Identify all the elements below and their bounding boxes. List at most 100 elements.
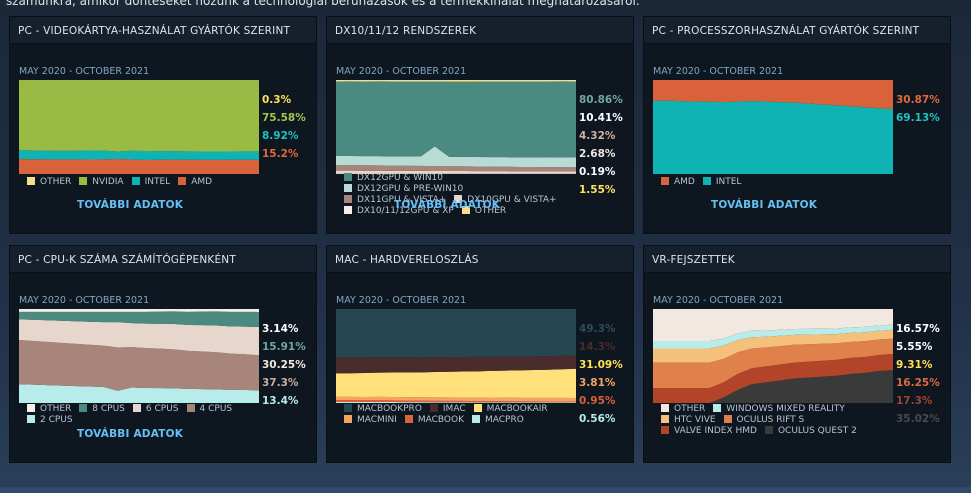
value-amd: 30.87% — [896, 94, 940, 106]
value-list: 3.14% 15.91% 30.25% 37.3% 13.4% — [262, 320, 316, 410]
area-series-macpro — [336, 402, 576, 403]
more-data-link[interactable]: TOVÁBBI ADATOK — [76, 428, 184, 440]
legend-item: DX11GPU & VISTA+ — [344, 195, 446, 206]
value-intel: 69.13% — [896, 112, 940, 124]
legend-label: AMD — [674, 177, 695, 187]
value-other: 0.3% — [262, 94, 292, 106]
legend-label: OTHER — [40, 177, 72, 187]
legend-item: VALVE INDEX HMD — [661, 426, 757, 437]
date-range: MAY 2020 - OCTOBER 2021 — [653, 295, 784, 306]
area-series-intel — [19, 150, 259, 160]
legend-item: OTHER — [27, 177, 71, 188]
panel-title: DX10/11/12 RENDSZEREK — [327, 17, 633, 44]
value-8-cpus: 15.91% — [262, 341, 306, 353]
legend-item: MACPRO — [472, 415, 524, 426]
legend-swatch — [344, 404, 352, 412]
date-range: MAY 2020 - OCTOBER 2021 — [336, 295, 467, 306]
legend-item: WINDOWS MIXED REALITY — [713, 404, 845, 415]
legend-swatch — [661, 415, 669, 423]
legend-label: INTEL — [144, 177, 171, 187]
more-data-link[interactable]: TOVÁBBI ADATOK — [393, 199, 501, 211]
legend-swatch — [661, 426, 669, 434]
legend-item: OTHER — [461, 206, 507, 217]
legend-item: 6 CPUS — [132, 404, 179, 415]
legend-swatch — [723, 415, 732, 423]
value-other: 3.14% — [262, 323, 299, 335]
legend-label: OTHER — [474, 206, 507, 216]
legend-item: DX12GPU & WIN10 — [344, 173, 443, 184]
panel-cpu-vendor: PC - PROCESSZORHASZNÁLAT GYÁRTÓK SZERINT… — [643, 16, 951, 234]
legend: AMD INTEL — [661, 177, 891, 188]
legend-item: DX10GPU & VISTA+ — [454, 195, 557, 206]
value-macbook: 0.95% — [579, 395, 616, 407]
value-macbookair: 31.09% — [579, 359, 623, 371]
area-series-amd — [19, 158, 259, 174]
value-list: 0.3% 75.58% 8.92% 15.2% — [262, 91, 316, 163]
legend-item: INTEL — [131, 177, 171, 188]
legend-label: MACPRO — [485, 415, 524, 425]
area-series-htc-vive — [653, 329, 893, 363]
panel-cpu-count: PC - CPU-K SZÁMA SZÁMÍTÓGÉPENKÉNT MAY 20… — [9, 245, 317, 463]
value-list: 30.87% 69.13% — [896, 91, 950, 127]
legend: MACBOOKPRO IMAC MACBOOKAIR MACMINI MACBOOK MA… — [344, 404, 574, 426]
legend-label: INTEL — [715, 177, 742, 187]
more-data-link[interactable]: TOVÁBBI ADATOK — [76, 199, 184, 211]
chart-svg — [336, 309, 576, 403]
area-chart-mac — [336, 309, 576, 403]
value-dx11-vista: 4.32% — [579, 130, 616, 142]
legend-label: AMD — [191, 177, 213, 187]
legend-swatch — [79, 404, 88, 412]
value-amd: 15.2% — [262, 148, 299, 160]
legend-item: OTHER — [27, 404, 71, 415]
legend-swatch — [472, 415, 480, 423]
legend-label: 4 CPUS — [199, 404, 233, 414]
area-series-2-cpus — [19, 384, 259, 403]
legend-swatch — [27, 177, 35, 185]
legend-item: DX10/11/12GPU & XP — [344, 206, 454, 217]
legend-label: IMAC — [442, 404, 466, 414]
legend-label: OTHER — [674, 404, 706, 414]
area-series-macmini — [336, 396, 576, 402]
value-oculus-rift-s: 16.25% — [896, 377, 940, 389]
panel-dx-systems: DX10/11/12 RENDSZEREK MAY 2020 - OCTOBER… — [326, 16, 634, 234]
legend-swatch — [344, 195, 352, 203]
legend-swatch — [27, 404, 35, 412]
area-series-dx11gpu-vista- — [336, 164, 576, 172]
legend-item: OCULUS QUEST 2 — [764, 426, 857, 437]
panel-vr-headsets: VR-FEJSZETTEK MAY 2020 - OCTOBER 2021 16… — [643, 245, 951, 463]
chart-svg — [653, 80, 893, 174]
value-dx10-vista: 2.68% — [579, 148, 616, 160]
area-series-oculus-rift-s — [653, 338, 893, 388]
more-data-link[interactable]: TOVÁBBI ADATOK — [710, 199, 818, 211]
area-series-8-cpus — [19, 311, 259, 327]
legend-swatch — [473, 404, 482, 412]
legend-item: MACMINI — [344, 415, 397, 426]
legend-item: 4 CPUS — [186, 404, 233, 415]
value-list: 16.57% 5.55% 9.31% 16.25% 17.3% 35.02% — [896, 320, 950, 428]
legend-label: MACBOOKPRO — [357, 404, 422, 414]
legend-item: OCULUS RIFT S — [723, 415, 804, 426]
legend-swatch — [27, 415, 35, 423]
legend-item: MACBOOKPRO — [344, 404, 422, 415]
area-series-amd — [653, 80, 893, 110]
legend-swatch — [764, 426, 773, 434]
legend-label: 8 CPUS — [92, 404, 125, 414]
date-range: MAY 2020 - OCTOBER 2021 — [19, 295, 150, 306]
panel-title: PC - VIDEOKÁRTYA-HASZNÁLAT GYÁRTÓK SZERI… — [10, 17, 316, 44]
legend-swatch — [132, 404, 141, 412]
legend-label: OCULUS QUEST 2 — [777, 426, 857, 436]
area-series-6-cpus — [19, 319, 259, 356]
area-series-macbook — [336, 400, 576, 403]
legend-swatch — [344, 415, 352, 423]
bottom-divider — [0, 487, 971, 493]
panel-title: PC - CPU-K SZÁMA SZÁMÍTÓGÉPENKÉNT — [10, 246, 316, 273]
value-dx12-prewin10: 10.41% — [579, 112, 623, 124]
date-range: MAY 2020 - OCTOBER 2021 — [336, 66, 467, 77]
legend-item: INTEL — [702, 177, 742, 188]
legend-swatch — [661, 177, 669, 185]
value-list: 49.3% 14.3% 31.09% 3.81% 0.95% 0.56% — [579, 320, 633, 428]
legend-swatch — [461, 206, 470, 214]
area-chart-dx — [336, 80, 576, 174]
legend-label: HTC VIVE — [674, 415, 716, 425]
area-series-dx10gpu-vista- — [336, 170, 576, 174]
